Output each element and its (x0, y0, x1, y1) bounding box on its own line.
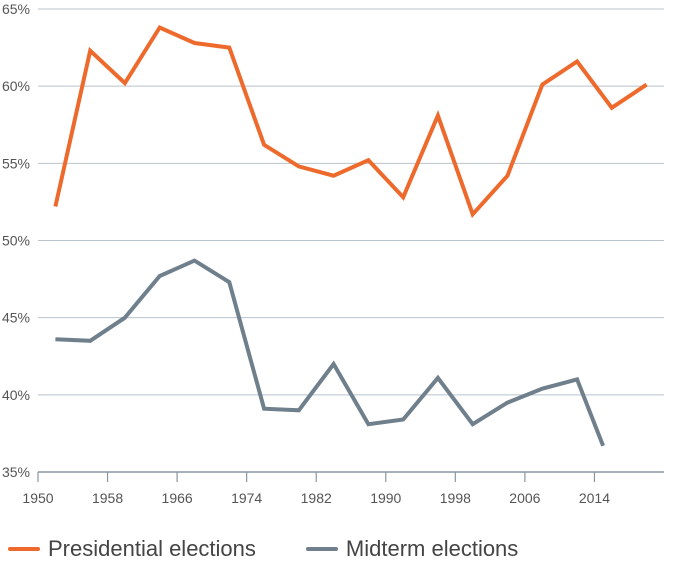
legend-item-presidential: Presidential elections (8, 536, 256, 562)
legend-label-midterm: Midterm elections (345, 536, 519, 561)
y-tick-label-60: 60% (2, 78, 30, 94)
legend: Presidential elections Midterm elections (8, 536, 568, 562)
gridlines (38, 8, 664, 473)
y-tick-label-50: 50% (2, 233, 30, 249)
x-tick-label-1966: 1966 (162, 490, 193, 506)
legend-item-midterm: Midterm elections (305, 536, 519, 562)
series-line-midterm (55, 258, 605, 447)
x-axis (37, 472, 596, 482)
y-axis-tick-labels: 35% 40% 45% 50% 55% 60% 65% (2, 1, 30, 480)
y-tick-label-40: 40% (2, 387, 30, 403)
y-tick-label-55: 55% (2, 155, 30, 171)
y-tick-label-35: 35% (2, 464, 30, 480)
x-tick-label-1998: 1998 (440, 490, 471, 506)
line-chart: 35%40%45%50%55%60%65% 1950 1958 1966 1974 19… (2, 1, 664, 506)
y-tick-label-65: 65% (2, 1, 30, 17)
x-tick-label-1974: 1974 (231, 490, 262, 506)
x-tick-label-1950: 1950 (22, 490, 53, 506)
x-axis-tick-labels: 1950 1958 1966 1974 1982 1990 1998 2006 2014 (22, 490, 610, 506)
y-tick-label-45: 45% (2, 310, 30, 326)
legend-label-presidential: Presidential elections (48, 536, 256, 561)
x-tick-label-2006: 2006 (509, 490, 540, 506)
x-tick-label-1958: 1958 (92, 490, 123, 506)
series-line-presidential (53, 24, 648, 219)
legend-swatch-midterm (305, 547, 338, 551)
x-tick-label-2014: 2014 (579, 490, 610, 506)
series-lines (53, 24, 648, 447)
x-tick-label-1990: 1990 (370, 490, 401, 506)
x-tick-label-1982: 1982 (301, 490, 332, 506)
legend-swatch-presidential (8, 547, 40, 551)
